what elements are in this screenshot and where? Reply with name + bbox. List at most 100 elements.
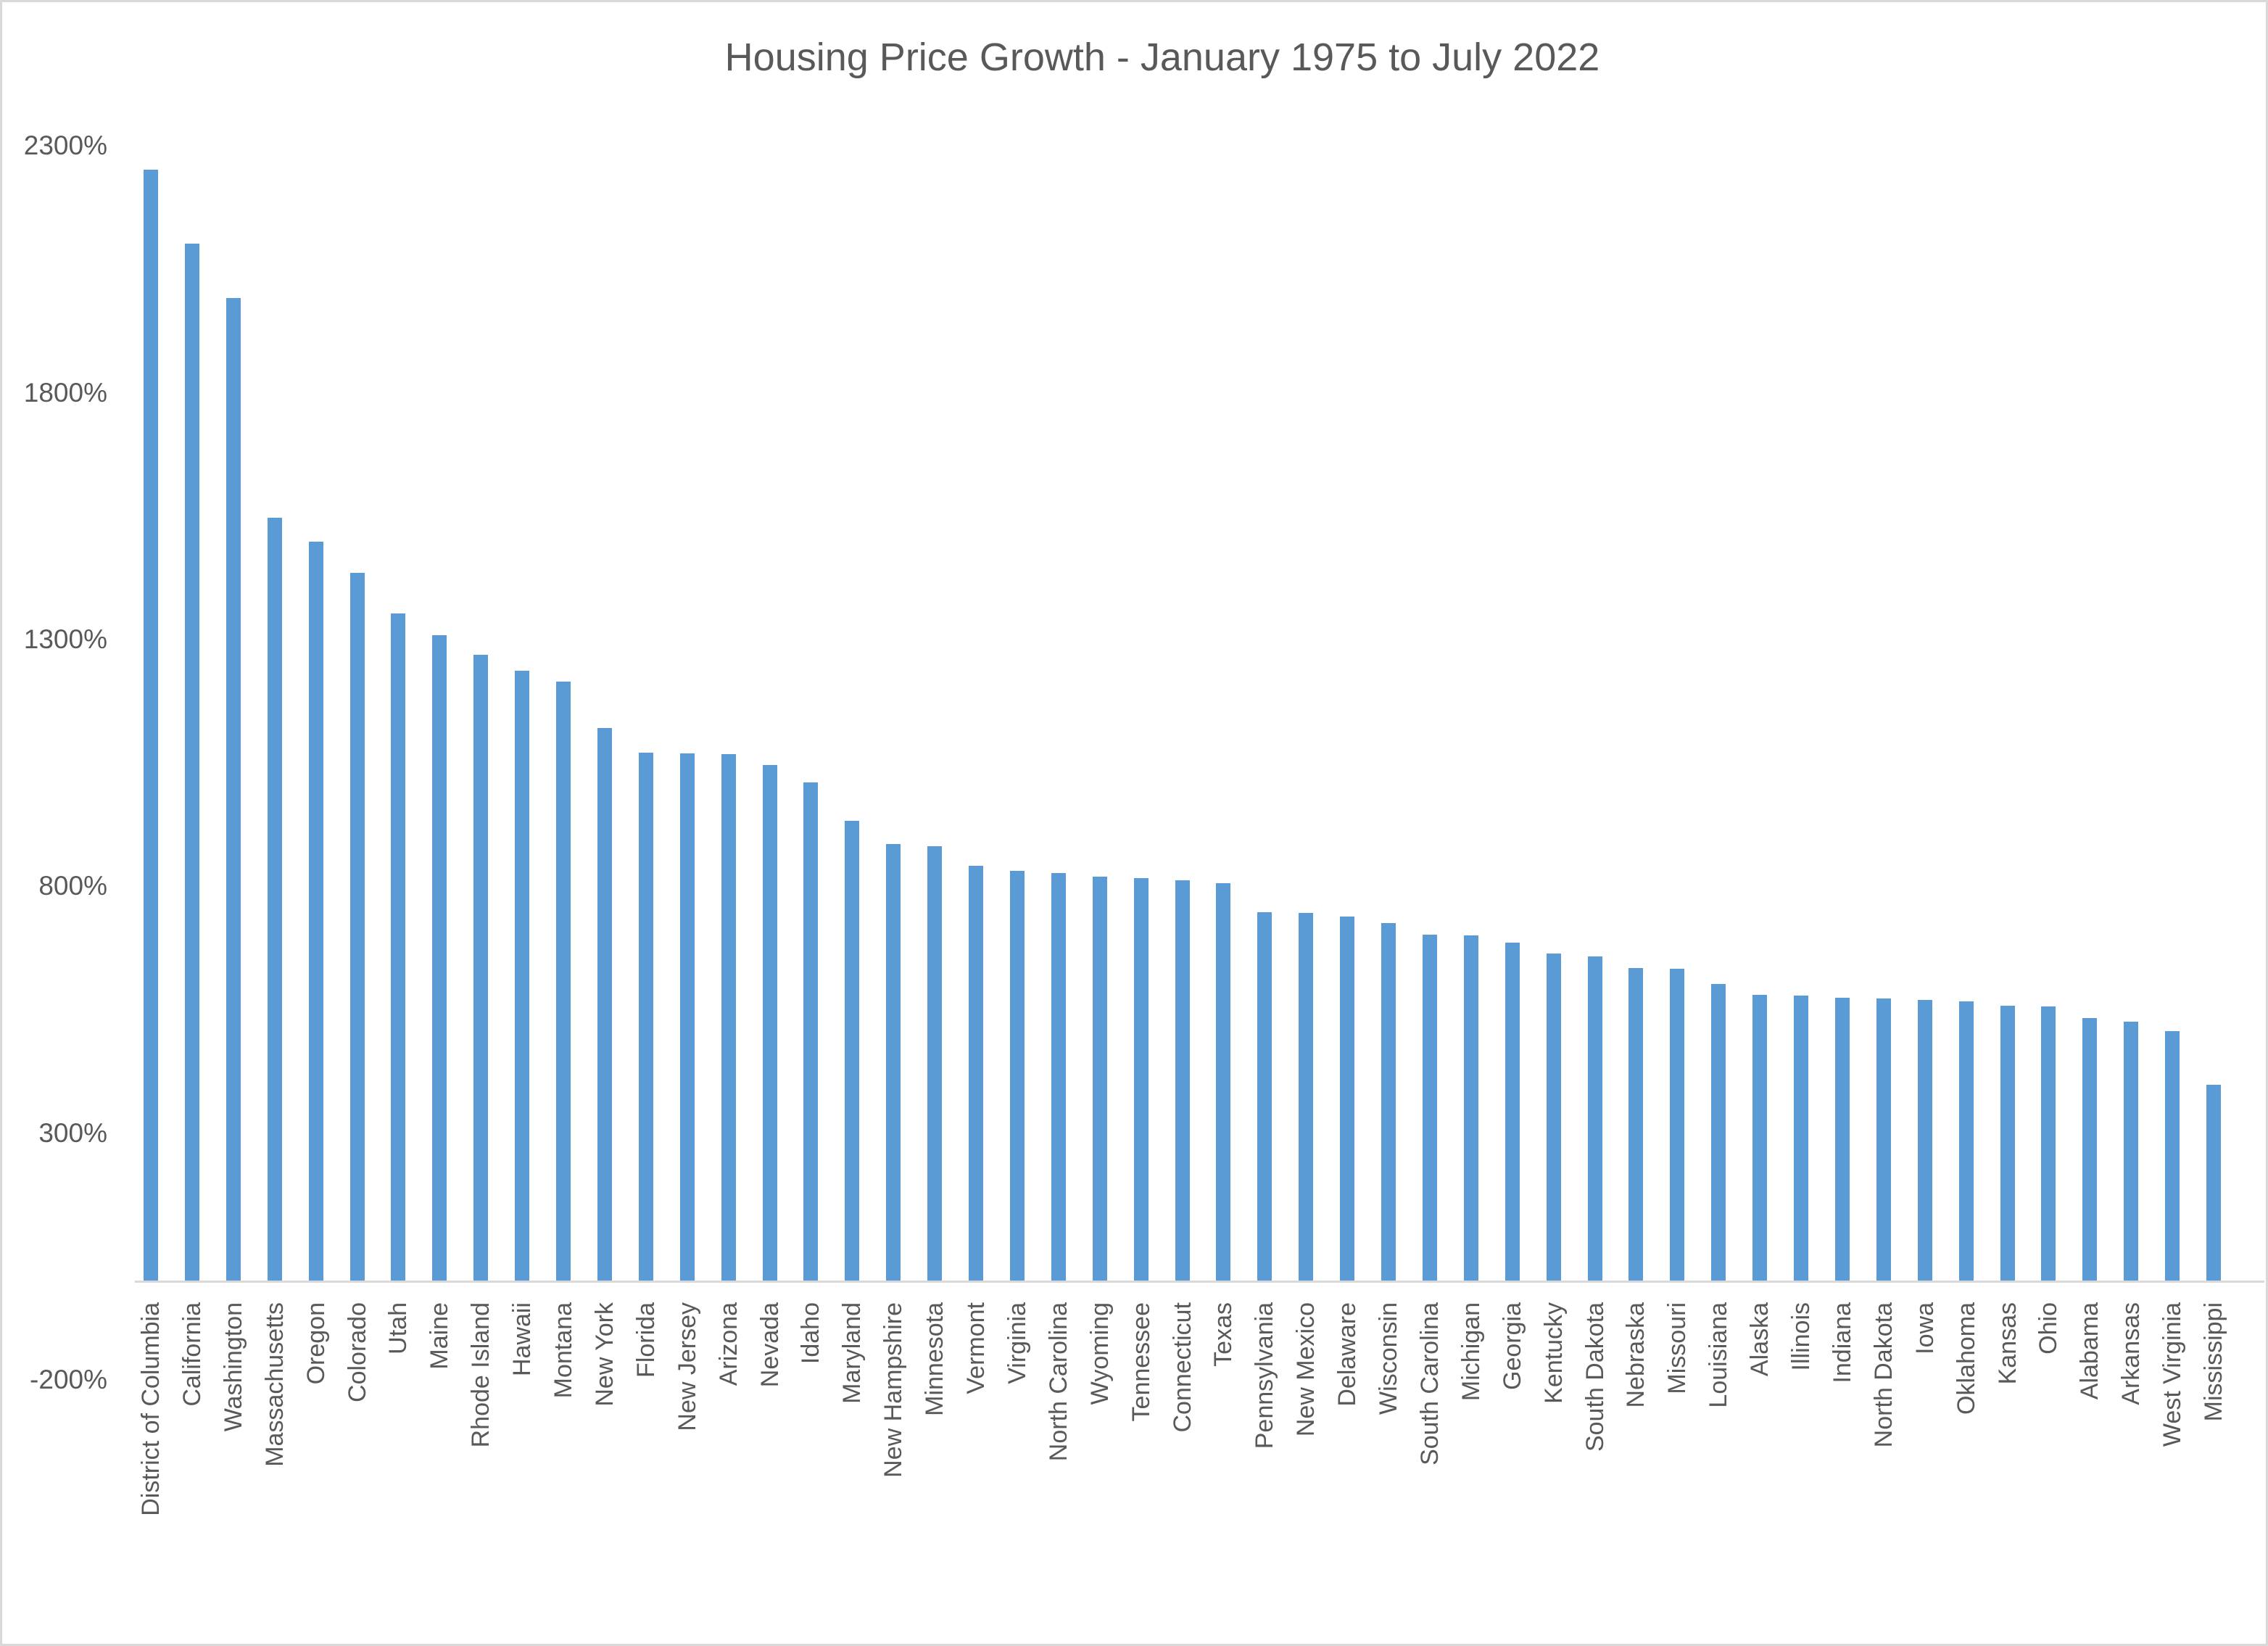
bar-idaho — [803, 782, 819, 1281]
x-axis-label: New York — [590, 1302, 618, 1407]
x-axis-label: Nebraska — [1622, 1302, 1650, 1408]
bar-kentucky — [1546, 954, 1561, 1281]
bar-pennsylvania — [1257, 912, 1272, 1281]
bar-oregon — [308, 542, 323, 1281]
x-axis-label: Minnesota — [921, 1302, 949, 1416]
chart-title: Housing Price Growth - January 1975 to J… — [724, 36, 1600, 79]
x-axis-label: Kentucky — [1539, 1302, 1568, 1404]
x-axis-label: Ohio — [2035, 1302, 2063, 1355]
x-axis-label: Michigan — [1457, 1302, 1485, 1402]
x-axis-label: District of Columbia — [137, 1302, 165, 1516]
x-axis-label: Oklahoma — [1952, 1302, 1980, 1415]
bar-wisconsin — [1381, 923, 1396, 1281]
bar-delaware — [1340, 917, 1355, 1281]
bar-ohio — [2041, 1006, 2056, 1281]
bar-arizona — [721, 754, 736, 1281]
x-axis-label: Pennsylvania — [1251, 1302, 1279, 1449]
bar-missouri — [1670, 969, 1685, 1281]
x-axis-label: Texas — [1209, 1302, 1238, 1367]
bar-north-dakota — [1876, 998, 1891, 1281]
x-axis-label: South Carolina — [1415, 1302, 1444, 1465]
bar-iowa — [1917, 1000, 1932, 1281]
bar-california — [184, 244, 199, 1281]
bar-tennessee — [1133, 878, 1149, 1281]
x-axis-label: Rhode Island — [467, 1302, 495, 1448]
x-axis-label: North Carolina — [1044, 1302, 1072, 1462]
x-axis-label: Oregon — [302, 1302, 330, 1385]
x-axis-label: Louisiana — [1705, 1302, 1733, 1408]
x-axis-line — [135, 1281, 2264, 1283]
bar-north-carolina — [1051, 873, 1066, 1281]
bar-wyoming — [1092, 877, 1107, 1281]
x-axis-label: New Jersey — [673, 1302, 701, 1431]
x-axis-label: Connecticut — [1168, 1302, 1196, 1433]
bar-kansas — [2000, 1006, 2015, 1281]
bar-south-dakota — [1587, 956, 1602, 1281]
bar-louisiana — [1711, 984, 1726, 1281]
x-axis-label: Delaware — [1333, 1302, 1362, 1407]
bar-alabama — [2082, 1018, 2098, 1281]
bar-new-jersey — [679, 753, 695, 1281]
bar-nebraska — [1628, 968, 1644, 1281]
bar-arkansas — [2124, 1022, 2139, 1281]
x-axis-label: North Dakota — [1869, 1302, 1897, 1448]
x-axis-label: Washington — [219, 1302, 247, 1432]
x-axis-label: Georgia — [1498, 1302, 1526, 1390]
bar-indiana — [1834, 998, 1850, 1281]
bar-hawaii — [515, 671, 530, 1281]
x-axis-label: Hawaii — [508, 1302, 537, 1377]
x-axis-label: Maryland — [838, 1302, 866, 1404]
bar-oklahoma — [1958, 1001, 1974, 1281]
bar-maine — [432, 635, 447, 1281]
y-axis-tick-label: 300% — [38, 1117, 107, 1148]
bar-texas — [1216, 883, 1231, 1281]
x-axis-label: Tennessee — [1127, 1302, 1155, 1422]
bar-illinois — [1794, 996, 1808, 1281]
bar-vermont — [969, 866, 983, 1281]
bar-rhode-island — [473, 655, 489, 1281]
x-axis-label: Wisconsin — [1375, 1302, 1402, 1415]
x-axis-label: Maine — [426, 1302, 454, 1370]
x-axis-label: Iowa — [1911, 1302, 1939, 1355]
x-axis-label: Arizona — [714, 1302, 742, 1386]
x-axis-label: Idaho — [797, 1302, 825, 1365]
bar-connecticut — [1175, 880, 1190, 1281]
bar-colorado — [349, 573, 365, 1281]
bar-florida — [638, 753, 653, 1281]
x-axis-label: South Dakota — [1581, 1302, 1609, 1452]
y-axis-tick-label: 800% — [38, 871, 107, 901]
y-axis-tick-label: 1300% — [23, 624, 107, 654]
x-axis-label: New Hampshire — [880, 1302, 908, 1478]
bar-mississippi — [2206, 1085, 2221, 1281]
x-axis-label: Nevada — [756, 1302, 784, 1388]
x-axis-label: Montana — [550, 1302, 577, 1399]
bar-south-carolina — [1422, 935, 1437, 1281]
x-axis-label: California — [178, 1302, 206, 1407]
bar-georgia — [1505, 943, 1520, 1281]
x-axis-label: Alaska — [1746, 1302, 1774, 1377]
x-axis-label: Indiana — [1828, 1302, 1856, 1384]
x-axis-label: Kansas — [1993, 1302, 2021, 1385]
x-axis-label: Missouri — [1663, 1302, 1692, 1394]
bar-virginia — [1009, 871, 1025, 1281]
bar-west-virginia — [2165, 1031, 2180, 1281]
bar-maryland — [845, 821, 860, 1281]
x-axis-label: Colorado — [343, 1302, 371, 1402]
x-axis-label: Florida — [632, 1302, 660, 1378]
bar-nevada — [762, 765, 777, 1281]
bar-minnesota — [927, 846, 943, 1281]
bar-district-of-columbia — [144, 170, 158, 1281]
bar-montana — [556, 682, 571, 1281]
x-axis-label: Wyoming — [1085, 1302, 1114, 1405]
x-axis-label: Alabama — [2076, 1302, 2104, 1400]
x-axis-label: Vermont — [962, 1302, 990, 1394]
bar-massachusetts — [267, 518, 282, 1281]
x-axis-label: Massachusetts — [260, 1302, 289, 1467]
bar-michigan — [1463, 935, 1478, 1281]
y-axis-tick-label: -200% — [30, 1365, 107, 1395]
x-axis-label: Arkansas — [2117, 1302, 2145, 1405]
y-axis-tick-label: 2300% — [23, 131, 107, 161]
x-axis-label: Utah — [384, 1302, 413, 1355]
x-axis-label: West Virginia — [2159, 1302, 2187, 1447]
